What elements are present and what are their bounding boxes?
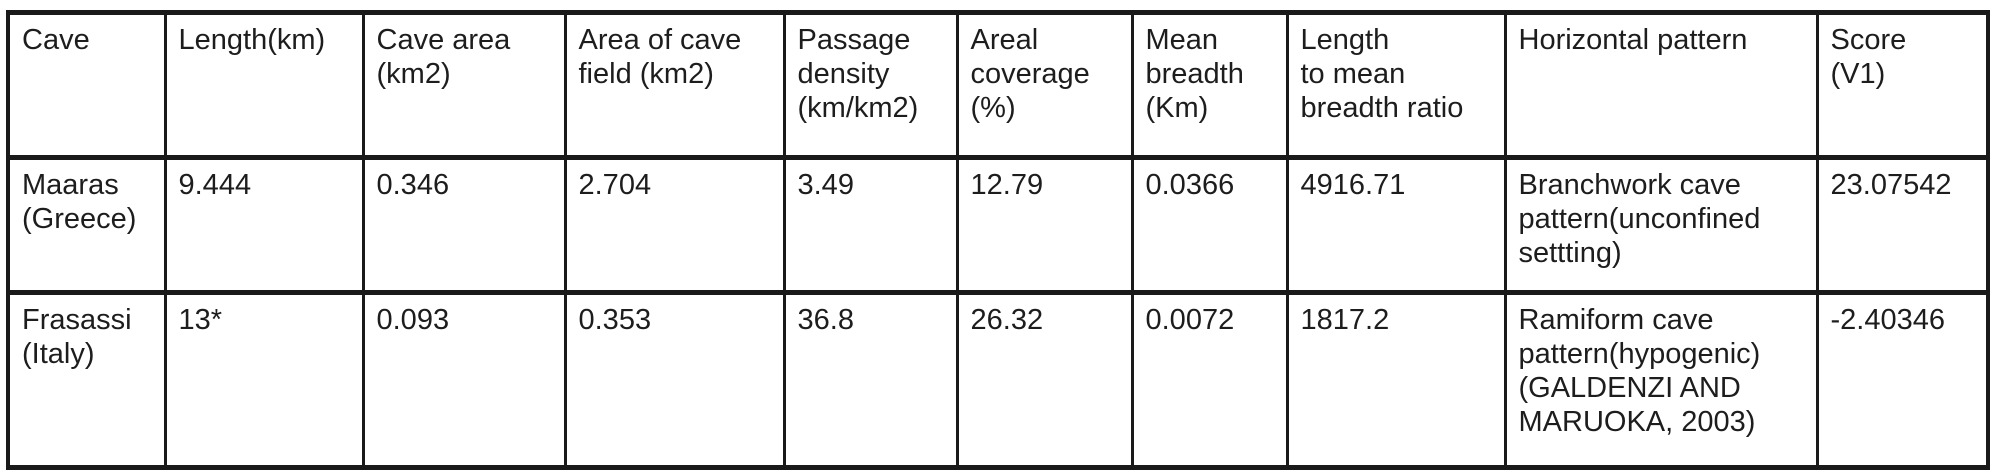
cell-maaras-score: 23.07542 xyxy=(1815,155,1990,295)
cell-maaras-length-breadth-ratio: 4916.71 xyxy=(1285,155,1507,295)
cell-frasassi-passage-density: 36.8 xyxy=(782,290,959,470)
cell-frasassi-score: -2.40346 xyxy=(1815,290,1990,470)
cell-frasassi-areal-coverage: 26.32 xyxy=(955,290,1134,470)
cell-frasassi-length-breadth-ratio: 1817.2 xyxy=(1285,290,1507,470)
col-header-mean-breadth: Mean breadth (Km) xyxy=(1130,10,1289,160)
col-header-passage-density: Passage density (km/km2) xyxy=(782,10,959,160)
col-header-length: Length(km) xyxy=(163,10,365,160)
cell-frasassi-cave-area: 0.093 xyxy=(361,290,567,470)
table-header-row: Cave Length(km) Cave area (km2) Area of … xyxy=(6,10,1990,160)
cell-frasassi-mean-breadth: 0.0072 xyxy=(1130,290,1289,470)
cell-maaras-cave: Maaras (Greece) xyxy=(6,155,167,295)
table-row: Frasassi (Italy) 13* 0.093 0.353 36.8 26… xyxy=(6,290,1990,470)
cell-frasassi-length: 13* xyxy=(163,290,365,470)
cell-maaras-horizontal-pattern: Branchwork cave pattern(unconfined settt… xyxy=(1503,155,1819,295)
col-header-horizontal-pattern: Horizontal pattern xyxy=(1503,10,1819,160)
cell-maaras-mean-breadth: 0.0366 xyxy=(1130,155,1289,295)
cell-maaras-cave-area: 0.346 xyxy=(361,155,567,295)
cell-frasassi-cave-field-area: 0.353 xyxy=(563,290,786,470)
cell-maaras-passage-density: 3.49 xyxy=(782,155,959,295)
table-row: Maaras (Greece) 9.444 0.346 2.704 3.49 1… xyxy=(6,155,1990,295)
col-header-cave-field-area: Area of cave field (km2) xyxy=(563,10,786,160)
cave-comparison-table: Cave Length(km) Cave area (km2) Area of … xyxy=(6,10,1990,470)
col-header-length-breadth-ratio: Length to mean breadth ratio xyxy=(1285,10,1507,160)
col-header-cave: Cave xyxy=(6,10,167,160)
cell-frasassi-horizontal-pattern: Ramiform cave pattern(hypogenic) (GALDEN… xyxy=(1503,290,1819,470)
col-header-cave-area: Cave area (km2) xyxy=(361,10,567,160)
cell-maaras-cave-field-area: 2.704 xyxy=(563,155,786,295)
col-header-areal-coverage: Areal coverage (%) xyxy=(955,10,1134,160)
cell-maaras-areal-coverage: 12.79 xyxy=(955,155,1134,295)
col-header-score: Score (V1) xyxy=(1815,10,1990,160)
cell-frasassi-cave: Frasassi (Italy) xyxy=(6,290,167,470)
cell-maaras-length: 9.444 xyxy=(163,155,365,295)
